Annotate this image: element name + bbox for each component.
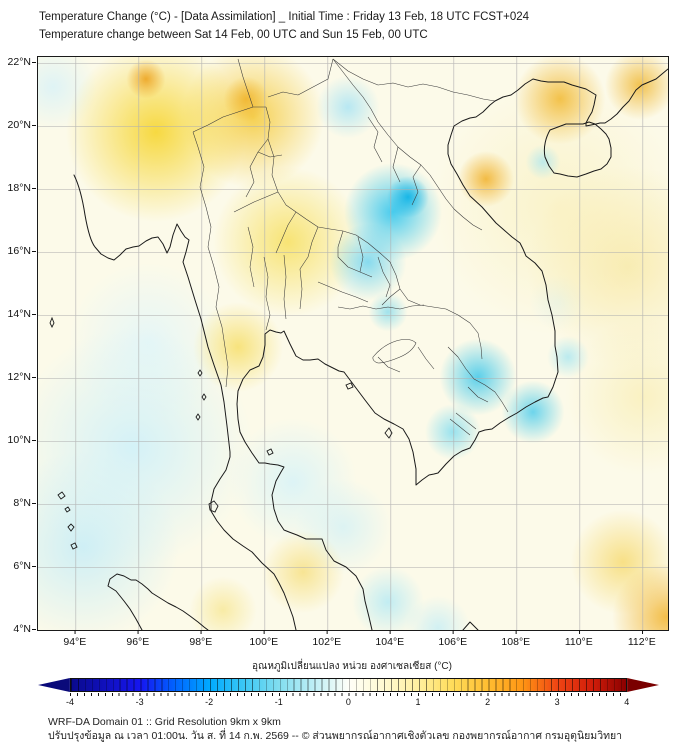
map-plot-area — [37, 56, 669, 631]
title-block: Temperature Change (°C) - [Data Assimila… — [39, 8, 529, 44]
colorbar-tick-label: 3 — [554, 697, 560, 707]
latitude-tick-label: 12°N — [7, 371, 37, 384]
latitude-axis: 22°N 20°N 18°N 16°N 14°N 12°N 10°N 8°N 6°N 4°N — [0, 56, 37, 635]
longitude-tick-label: 100°E — [249, 630, 279, 648]
temperature-anomaly-field — [38, 57, 668, 630]
colorbar-min-arrow — [38, 678, 70, 692]
longitude-tick-label: 112°E — [627, 630, 656, 648]
island-marks — [49, 316, 393, 550]
footer-update-info: ปรับปรุงข้อมูล ณ เวลา 01:00น. วัน ส. ที่… — [48, 730, 623, 742]
longitude-tick-label: 110°E — [564, 630, 593, 648]
longitude-tick-label: 106°E — [438, 630, 468, 648]
longitude-tick-label: 104°E — [375, 630, 405, 648]
longitude-tick-label: 98°E — [189, 630, 213, 648]
grid-lines — [38, 57, 668, 630]
longitude-tick-label: 108°E — [501, 630, 531, 648]
footer-block: WRF-DA Domain 01 :: Grid Resolution 9km … — [48, 715, 622, 743]
chart-subtitle: Temperature change between Sat 14 Feb, 0… — [39, 29, 428, 41]
colorbar-tick-label: -3 — [135, 697, 144, 707]
latitude-tick-label: 18°N — [7, 182, 37, 195]
latitude-tick-label: 8°N — [13, 497, 36, 510]
colorbar-title: อุณหภูมิเปลี่ยนแปลง หน่วย องศาเซลเซียส (… — [252, 661, 452, 672]
colorbar-tick-label: -2 — [205, 697, 214, 707]
latitude-tick-label: 22°N — [7, 56, 37, 69]
longitude-tick-label: 94°E — [63, 630, 87, 648]
footer-domain-info: WRF-DA Domain 01 :: Grid Resolution 9km … — [48, 716, 281, 728]
latitude-tick-label: 6°N — [13, 560, 36, 573]
colorbar-max-arrow — [627, 678, 659, 692]
colorbar-tick-label: -4 — [65, 697, 75, 707]
latitude-tick-label: 4°N — [13, 623, 36, 636]
colorbar-tick-labels: -4 -3 -2 -1 0 1 2 3 4 — [38, 697, 659, 709]
longitude-tick-label: 102°E — [312, 630, 342, 648]
colorbar-minor-ticks — [70, 693, 627, 696]
colorbar-tick-label: 4 — [624, 697, 630, 707]
colorbar — [38, 678, 659, 692]
latitude-tick-label: 20°N — [7, 119, 37, 132]
map-overlay — [38, 57, 668, 630]
admin-boundary-paths — [192, 58, 509, 436]
latitude-tick-label: 10°N — [7, 434, 37, 447]
colorbar-tick-label: -1 — [274, 697, 283, 707]
coastline-paths — [73, 68, 668, 630]
colorbar-gradient — [69, 678, 628, 692]
latitude-tick-label: 14°N — [7, 308, 37, 321]
longitude-tick-label: 96°E — [126, 630, 150, 648]
latitude-tick-label: 16°N — [7, 245, 37, 258]
colorbar-tick-label: 2 — [485, 697, 491, 707]
colorbar-tick-label: 1 — [415, 697, 421, 707]
chart-title: Temperature Change (°C) - [Data Assimila… — [39, 11, 530, 23]
colorbar-tick-label: 0 — [345, 697, 351, 707]
longitude-axis: 94°E 96°E 98°E 100°E 102°E 104°E 106°E 108°E 110… — [37, 630, 669, 648]
